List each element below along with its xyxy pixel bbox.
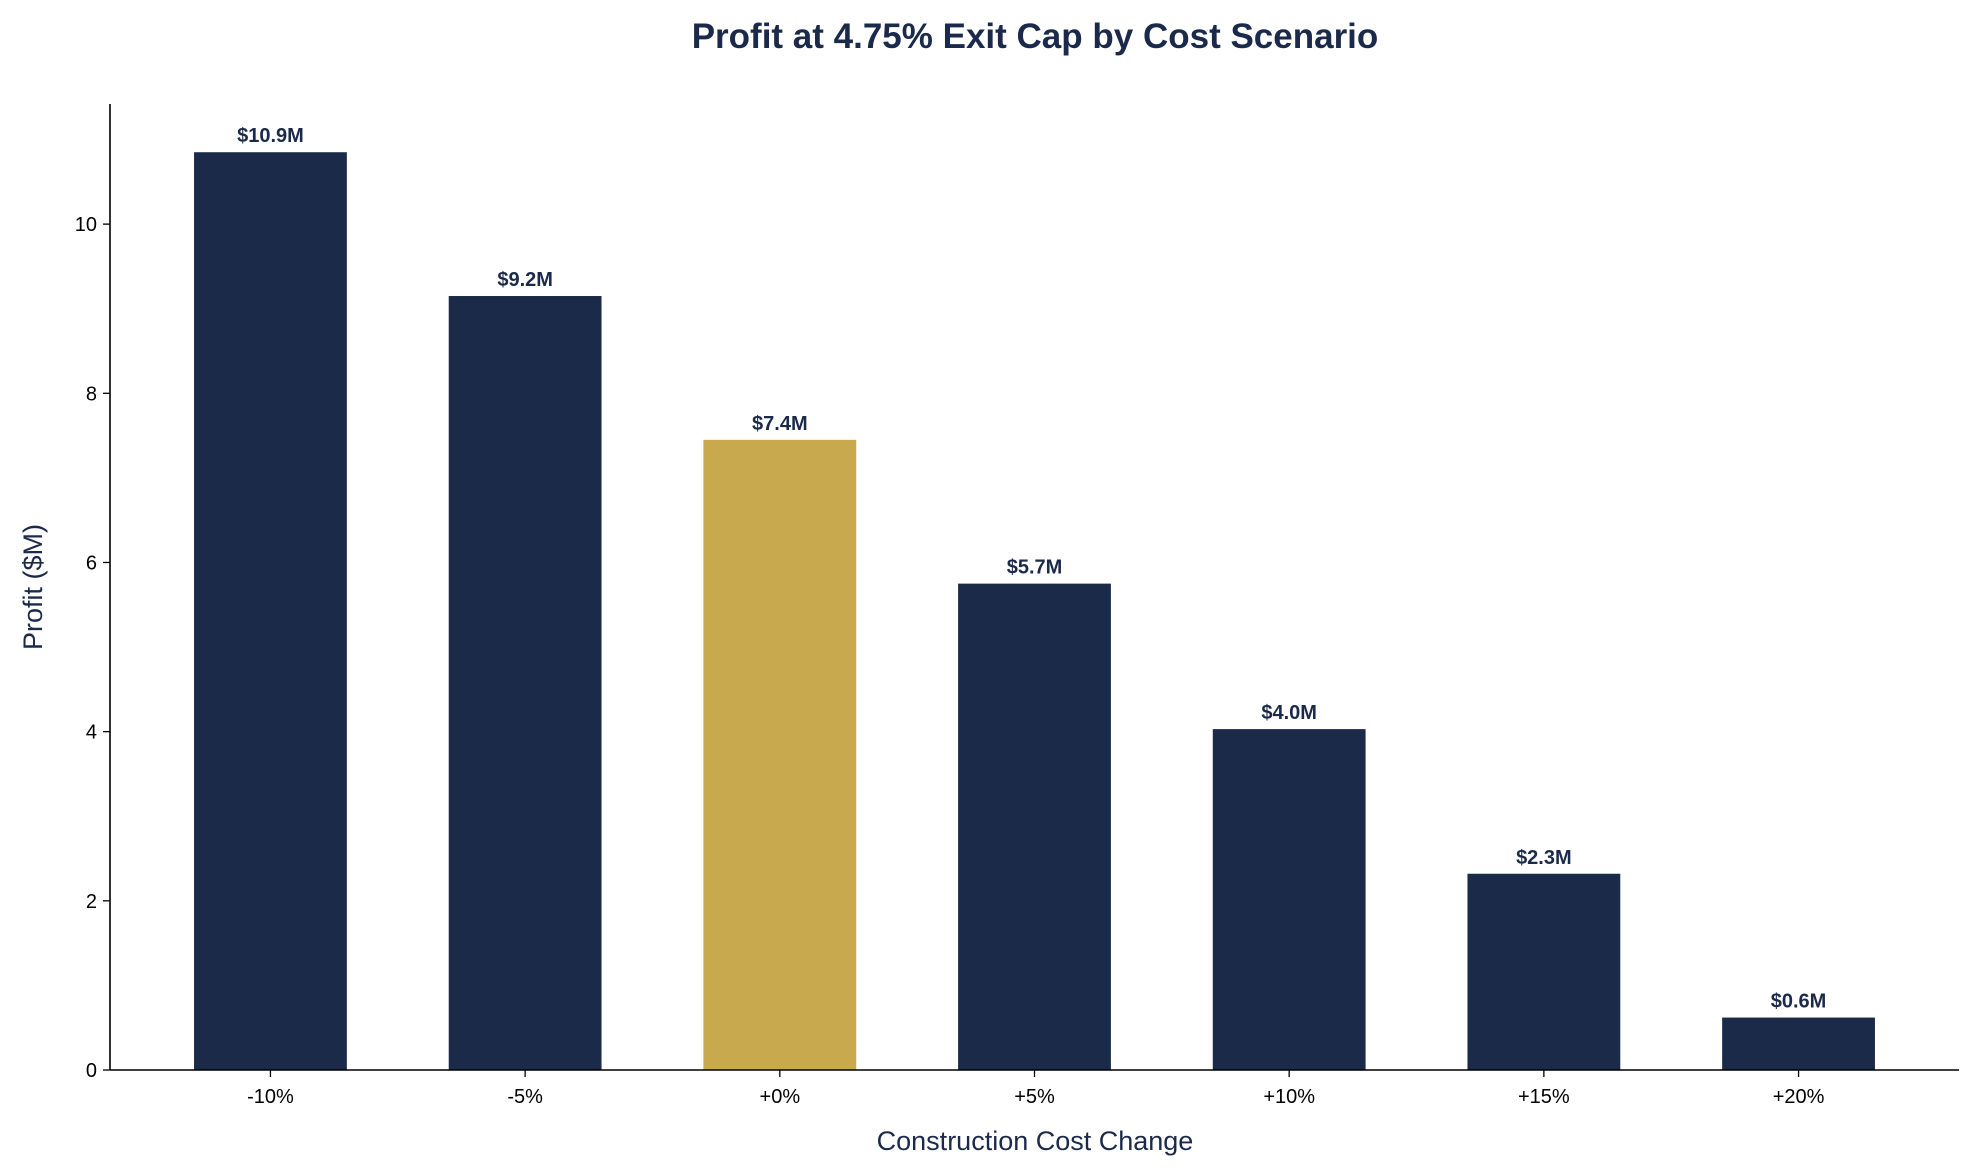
- bar-+15%: [1467, 873, 1621, 1070]
- x-axis-label: Construction Cost Change: [877, 1126, 1194, 1156]
- y-axis-label: Profit ($M): [18, 524, 48, 650]
- x-tick-label: -10%: [247, 1086, 294, 1108]
- x-tick-label: +20%: [1773, 1086, 1825, 1108]
- y-axis: 0 2 4 6 8 10: [75, 104, 111, 1082]
- x-tick-label: +5%: [1014, 1086, 1055, 1108]
- bar-+0%: [703, 439, 857, 1070]
- y-tick-label: 4: [86, 722, 97, 744]
- data-labels: $10.9M $9.2M $7.4M $5.7M $4.0M $2.3M $0.6M: [237, 125, 1826, 1012]
- data-label: $2.3M: [1516, 847, 1572, 869]
- bar-+5%: [958, 583, 1111, 1070]
- y-tick-label: 2: [86, 891, 97, 913]
- x-axis: -10% -5% +0% +5% +10% +15% +20%: [110, 1069, 1959, 1108]
- data-label: $4.0M: [1261, 702, 1317, 724]
- data-label: $7.4M: [752, 413, 808, 435]
- y-tick-label: 10: [75, 214, 97, 236]
- data-label: $0.6M: [1771, 991, 1827, 1013]
- y-tick-label: 6: [86, 552, 97, 574]
- y-tick-label: 0: [86, 1060, 97, 1082]
- x-tick-label: +10%: [1263, 1086, 1315, 1108]
- bar--10%: [194, 152, 347, 1071]
- y-tick-label: 8: [86, 383, 97, 405]
- chart-title: Profit at 4.75% Exit Cap by Cost Scenari…: [692, 17, 1379, 56]
- data-label: $10.9M: [237, 125, 304, 147]
- data-label: $9.2M: [497, 269, 553, 291]
- x-tick-label: -5%: [507, 1086, 543, 1108]
- x-tick-label: +0%: [760, 1086, 801, 1108]
- bar--5%: [448, 296, 602, 1070]
- bar-+20%: [1722, 1017, 1875, 1070]
- bars: [194, 152, 1875, 1071]
- data-label: $5.7M: [1007, 557, 1063, 579]
- bar-+10%: [1212, 729, 1366, 1070]
- x-tick-label: +15%: [1518, 1086, 1570, 1108]
